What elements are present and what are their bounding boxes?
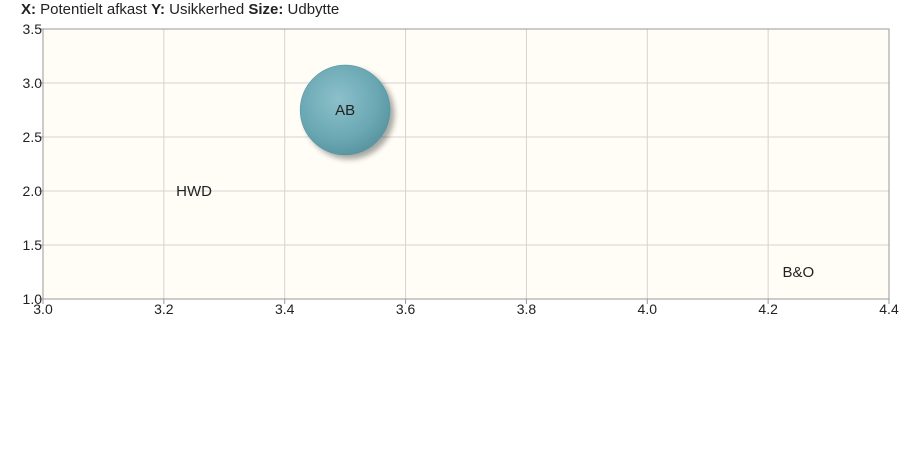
bubbles: AB HWD B&O bbox=[176, 64, 815, 281]
x-tick-label: 4.2 bbox=[758, 301, 778, 317]
y-tick-label: 2.5 bbox=[23, 129, 43, 145]
size-key: Size: bbox=[248, 1, 284, 18]
bubble-label: HWD bbox=[176, 183, 212, 200]
y-axis-ticks: 3.5 3.0 2.5 2.0 1.5 1.0 bbox=[23, 21, 43, 307]
x-tick-label: 4.0 bbox=[638, 301, 658, 317]
x-tick-label: 3.2 bbox=[154, 301, 174, 317]
y-tick-label: 1.5 bbox=[23, 237, 43, 253]
x-key: X: bbox=[21, 1, 36, 18]
chart-legend-line: X: Potentielt afkast Y: Usikkerhed Size:… bbox=[21, 1, 339, 18]
x-tick-label: 3.0 bbox=[33, 301, 53, 317]
bubble-label: AB bbox=[335, 102, 355, 119]
x-tick-label: 3.8 bbox=[517, 301, 537, 317]
bubble bbox=[299, 64, 391, 156]
size-title: Udbytte bbox=[287, 1, 340, 18]
bubble-label: B&O bbox=[783, 264, 815, 281]
y-tick-label: 1.0 bbox=[23, 291, 43, 307]
axes bbox=[42, 28, 890, 300]
x-tick-label: 3.6 bbox=[396, 301, 416, 317]
plot-area bbox=[43, 29, 889, 299]
x-tick-label: 4.4 bbox=[879, 301, 899, 317]
y-axis-title: Usikkerhed bbox=[169, 1, 245, 18]
x-axis-title: Potentielt afkast bbox=[40, 1, 147, 18]
x-tick-label: 3.4 bbox=[275, 301, 295, 317]
y-tick-label: 3.0 bbox=[23, 75, 43, 91]
y-key: Y: bbox=[151, 1, 165, 18]
x-axis-ticks: 3.0 3.2 3.4 3.6 3.8 4.0 4.2 4.4 bbox=[33, 299, 899, 317]
y-tick-label: 3.5 bbox=[23, 21, 43, 37]
y-tick-label: 2.0 bbox=[23, 183, 43, 199]
plot-border bbox=[42, 28, 890, 300]
